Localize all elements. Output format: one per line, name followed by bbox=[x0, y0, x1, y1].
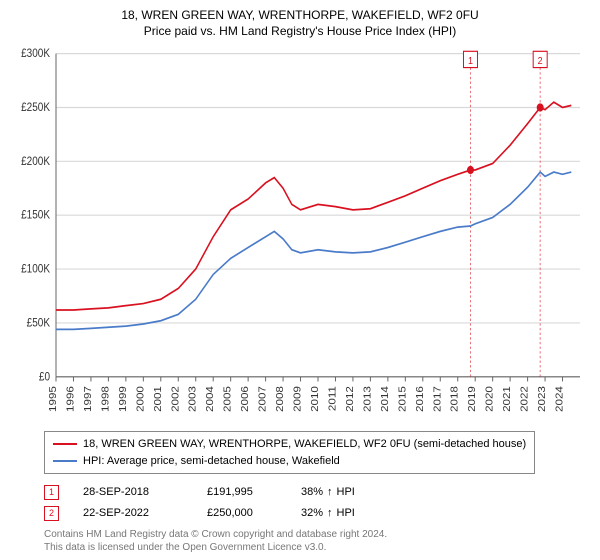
x-axis-label: 2016 bbox=[414, 386, 425, 412]
sale-row: 2 22-SEP-2022 £250,000 32%↑HPI bbox=[44, 503, 586, 524]
x-axis-label: 2021 bbox=[502, 386, 513, 412]
x-axis-label: 2009 bbox=[292, 386, 303, 412]
x-axis-label: 2008 bbox=[275, 386, 286, 412]
sale-pct: 32%↑HPI bbox=[301, 503, 355, 524]
legend-item: 18, WREN GREEN WAY, WRENTHORPE, WAKEFIEL… bbox=[53, 436, 526, 453]
legend-label: 18, WREN GREEN WAY, WRENTHORPE, WAKEFIEL… bbox=[83, 436, 526, 453]
sale-date: 28-SEP-2018 bbox=[83, 482, 183, 503]
x-axis-label: 1995 bbox=[48, 386, 59, 412]
x-axis-label: 2022 bbox=[519, 386, 530, 412]
series-line-property bbox=[56, 102, 571, 310]
x-axis-label: 2018 bbox=[449, 386, 460, 412]
up-arrow-icon: ↑ bbox=[327, 482, 333, 503]
chart-title: 18, WREN GREEN WAY, WRENTHORPE, WAKEFIEL… bbox=[14, 8, 586, 24]
marker-label: 2 bbox=[538, 55, 543, 67]
x-axis-label: 2001 bbox=[152, 386, 163, 412]
x-axis-label: 2023 bbox=[537, 386, 548, 412]
y-axis-label: £250K bbox=[21, 101, 51, 114]
x-axis-label: 2003 bbox=[187, 386, 198, 412]
up-arrow-icon: ↑ bbox=[327, 503, 333, 524]
series-line-hpi bbox=[56, 172, 571, 329]
x-axis-label: 2015 bbox=[397, 386, 408, 412]
x-axis-label: 2017 bbox=[432, 386, 443, 412]
y-axis-label: £0 bbox=[39, 370, 50, 383]
chart-container: 18, WREN GREEN WAY, WRENTHORPE, WAKEFIEL… bbox=[0, 0, 600, 560]
sale-date: 22-SEP-2022 bbox=[83, 503, 183, 524]
x-axis-label: 2013 bbox=[362, 386, 373, 412]
x-axis-label: 2020 bbox=[484, 386, 495, 412]
x-axis-label: 2019 bbox=[467, 386, 478, 412]
x-axis-label: 2011 bbox=[327, 386, 338, 411]
y-axis-label: £200K bbox=[21, 155, 51, 168]
x-axis-label: 2024 bbox=[554, 386, 565, 412]
legend: 18, WREN GREEN WAY, WRENTHORPE, WAKEFIEL… bbox=[44, 431, 535, 474]
y-axis-label: £100K bbox=[21, 263, 51, 276]
legend-swatch bbox=[53, 443, 77, 445]
x-axis-label: 2014 bbox=[380, 386, 391, 412]
sale-row: 1 28-SEP-2018 £191,995 38%↑HPI bbox=[44, 482, 586, 503]
footer-line-2: This data is licensed under the Open Gov… bbox=[44, 541, 586, 554]
sale-pct: 38%↑HPI bbox=[301, 482, 355, 503]
sale-price: £191,995 bbox=[207, 482, 277, 503]
x-axis-label: 2010 bbox=[310, 386, 321, 412]
x-axis-label: 2007 bbox=[257, 386, 268, 412]
chart-plot-area: £0 £50K £100K £150K £200K £250K £300K 1995 1996 1… bbox=[14, 42, 586, 426]
x-axis-label: 1999 bbox=[118, 386, 129, 412]
footer-attribution: Contains HM Land Registry data © Crown c… bbox=[44, 528, 586, 554]
x-axis-label: 2005 bbox=[222, 386, 233, 412]
y-axis-label: £150K bbox=[21, 209, 51, 222]
x-axis-label: 1996 bbox=[65, 386, 76, 412]
x-axis-label: 2012 bbox=[345, 386, 356, 412]
legend-label: HPI: Average price, semi-detached house,… bbox=[83, 453, 340, 470]
sale-price: £250,000 bbox=[207, 503, 277, 524]
footer-line-1: Contains HM Land Registry data © Crown c… bbox=[44, 528, 586, 541]
marker-label: 1 bbox=[468, 55, 473, 67]
x-axis-label: 2006 bbox=[240, 386, 251, 412]
sale-marker-icon: 1 bbox=[44, 485, 59, 500]
sales-table: 1 28-SEP-2018 £191,995 38%↑HPI 2 22-SEP-2022 £… bbox=[44, 482, 586, 524]
y-axis-label: £50K bbox=[27, 316, 51, 329]
x-axis-label: 1997 bbox=[83, 386, 94, 412]
line-chart-svg: £0 £50K £100K £150K £200K £250K £300K 1995 1996 1… bbox=[14, 42, 586, 426]
legend-swatch bbox=[53, 460, 77, 462]
sale-marker-icon: 2 bbox=[44, 506, 59, 521]
x-axis-label: 2002 bbox=[170, 386, 181, 412]
y-axis-label: £300K bbox=[21, 47, 51, 60]
x-axis-label: 2000 bbox=[135, 386, 146, 412]
chart-subtitle: Price paid vs. HM Land Registry's House … bbox=[14, 24, 586, 38]
x-axis-label: 2004 bbox=[205, 386, 216, 412]
legend-item: HPI: Average price, semi-detached house,… bbox=[53, 453, 526, 470]
x-axis-label: 1998 bbox=[100, 386, 111, 412]
